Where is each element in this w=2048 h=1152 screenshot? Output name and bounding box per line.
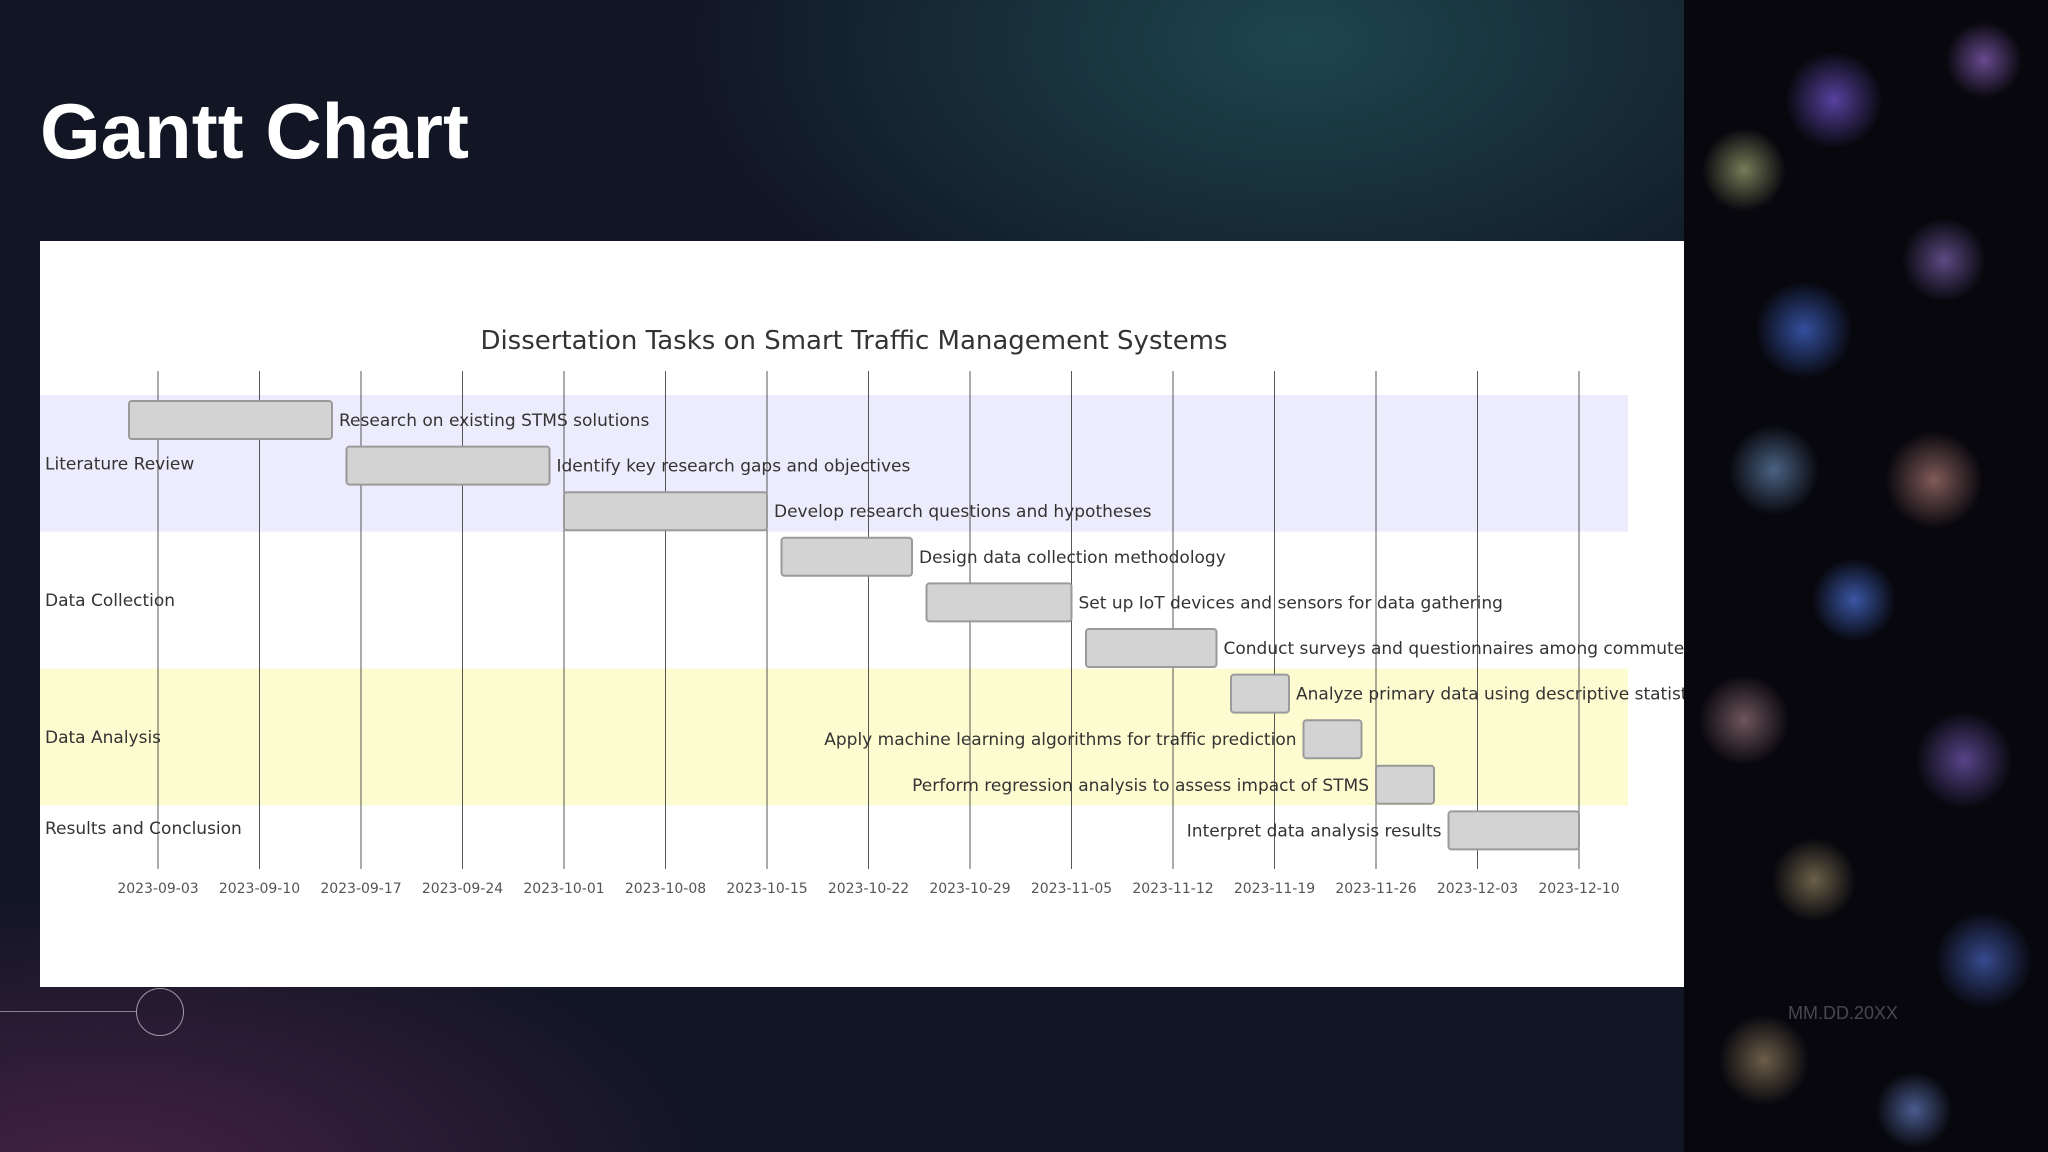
section-bands bbox=[40, 395, 1628, 851]
task-bar bbox=[1230, 673, 1290, 714]
task-bar bbox=[1375, 764, 1435, 805]
x-tick-label: 2023-10-22 bbox=[828, 881, 909, 897]
x-tick-label: 2023-12-10 bbox=[1538, 881, 1619, 897]
task-label: Apply machine learning algorithms for tr… bbox=[824, 730, 1296, 750]
bokeh-background-image bbox=[1684, 0, 2048, 1152]
x-tick-label: 2023-10-29 bbox=[929, 881, 1010, 897]
section-label: Literature Review bbox=[45, 454, 194, 474]
x-tick-label: 2023-11-12 bbox=[1132, 881, 1213, 897]
task-labels: Research on existing STMS solutions Ident… bbox=[339, 411, 1684, 841]
x-tick-label: 2023-09-03 bbox=[117, 881, 198, 897]
task-label: Identify key research gaps and objective… bbox=[557, 457, 911, 477]
task-label: Set up IoT devices and sensors for data … bbox=[1079, 593, 1503, 613]
task-label: Interpret data analysis results bbox=[1187, 821, 1442, 841]
task-bar bbox=[345, 445, 551, 486]
task-bar bbox=[925, 582, 1073, 623]
decorative-line bbox=[0, 1011, 136, 1012]
section-label: Data Analysis bbox=[45, 728, 161, 748]
x-tick-label: 2023-09-24 bbox=[422, 881, 503, 897]
task-bar bbox=[1447, 810, 1580, 851]
task-label: Analyze primary data using descriptive s… bbox=[1296, 685, 1684, 705]
x-axis-ticks: 2023-09-03 2023-09-10 2023-09-17 2023-09-24… bbox=[117, 881, 1619, 897]
task-label: Conduct surveys and questionnaires among… bbox=[1224, 639, 1685, 659]
x-tick-label: 2023-09-17 bbox=[320, 881, 401, 897]
task-label: Research on existing STMS solutions bbox=[339, 411, 649, 431]
task-label: Design data collection methodology bbox=[919, 548, 1226, 568]
section-label: Results and Conclusion bbox=[45, 819, 242, 839]
chart-title: Dissertation Tasks on Smart Traffic Mana… bbox=[480, 326, 1227, 356]
x-tick-label: 2023-09-10 bbox=[219, 881, 300, 897]
x-tick-label: 2023-10-01 bbox=[523, 881, 604, 897]
task-bar bbox=[128, 400, 333, 440]
section-label: Data Collection bbox=[45, 591, 175, 611]
slide-title: Gantt Chart bbox=[40, 87, 469, 175]
task-bar bbox=[780, 536, 913, 577]
x-tick-label: 2023-10-15 bbox=[726, 881, 807, 897]
x-tick-label: 2023-11-19 bbox=[1234, 881, 1315, 897]
task-label: Perform regression analysis to assess im… bbox=[912, 776, 1369, 796]
date-placeholder: MM.DD.20XX bbox=[1788, 1003, 1899, 1023]
gantt-chart: Research on existing STMS solutions Ident… bbox=[40, 326, 1684, 897]
section-band bbox=[40, 805, 1628, 851]
section-labels: Literature Review Data Collection Data Ana… bbox=[45, 454, 242, 839]
grid-lines bbox=[157, 371, 1580, 869]
x-tick-label: 2023-11-05 bbox=[1031, 881, 1112, 897]
task-bars bbox=[128, 400, 1580, 851]
x-tick-label: 2023-12-03 bbox=[1437, 881, 1518, 897]
task-label: Develop research questions and hypothese… bbox=[774, 502, 1152, 522]
gantt-chart-card: Research on existing STMS solutions Ident… bbox=[40, 241, 1684, 987]
decorative-circle bbox=[136, 988, 184, 1036]
task-bar bbox=[1085, 628, 1218, 668]
x-tick-label: 2023-10-08 bbox=[625, 881, 706, 897]
task-bar bbox=[563, 491, 768, 532]
section-band bbox=[40, 668, 1628, 806]
x-tick-label: 2023-11-26 bbox=[1335, 881, 1416, 897]
task-bar bbox=[1302, 719, 1363, 760]
